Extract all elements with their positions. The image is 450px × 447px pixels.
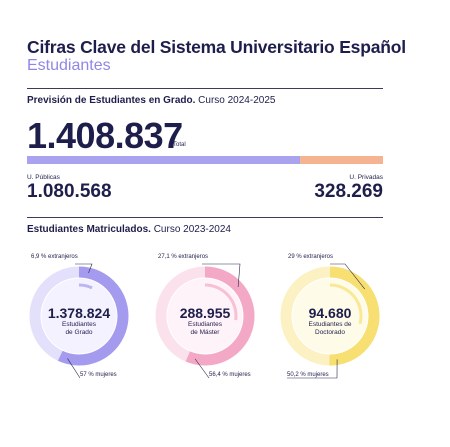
page-title: Cifras Clave del Sistema Universitario E… [27,37,406,57]
grado-women-annotation: 57 % mujeres [80,372,117,378]
forecast-heading-bold: Previsión de Estudiantes en Grado. [27,95,196,106]
master-foreign-annotation: 27,1 % extranjeros [158,254,209,260]
master-caption: Estudiantes de Máster [165,321,245,337]
public-value: 1.080.568 [27,181,112,202]
enrolled-heading-bold: Estudiantes Matriculados. [27,224,151,235]
private-label: U. Privadas [349,174,383,181]
grado-women-leader [67,358,81,379]
total-students-value: 1.408.837 [27,115,183,156]
grado-caption-line2: de Grado [65,329,93,336]
forecast-heading: Previsión de Estudiantes en Grado. Curso… [27,95,275,106]
doctorado-foreign-annotation: 29 % extranjeros [288,254,334,260]
doctorado-donut-center [292,278,368,354]
public-bar-segment [27,156,301,164]
master-caption-line1: Estudiantes [188,321,222,328]
doctorado-foreign-arc [329,283,363,325]
grado-caption: Estudiantes de Grado [39,321,119,337]
grado-value: 1.378.824 [47,305,111,321]
doctorado-women-annotation: 50,2 % mujeres [287,372,329,378]
doctorado-caption-line1: Estudiantes de [308,321,352,328]
grado-foreign-arc [78,283,93,290]
master-donut-center [167,278,243,354]
section-divider [27,217,383,218]
public-label: U. Públicas [27,174,60,181]
public-private-bar [27,156,383,164]
master-women-annotation: 56,4 % mujeres [209,372,251,378]
private-bar-segment [300,156,383,164]
master-foreign-leader [202,263,241,288]
section-divider [27,88,383,89]
grado-donut-center [41,278,117,354]
grado-foreign-annotation: 6,9 % extranjeros [31,254,78,260]
grado-caption-line1: Estudiantes [62,321,96,328]
doctorado-women-arc [329,266,380,366]
grado-foreign-leader [75,263,93,274]
doctorado-women-leader [287,359,338,379]
master-value: 288.955 [179,305,231,321]
forecast-heading-rest: Curso 2024-2025 [195,95,276,106]
enrolled-heading: Estudiantes Matriculados. Curso 2023-202… [27,224,231,235]
grado-women-arc [57,266,129,366]
master-women-arc [185,266,255,366]
enrolled-heading-rest: Curso 2023-2024 [150,224,231,235]
master-foreign-arc [204,283,238,321]
private-value: 328.269 [314,181,383,202]
doctorado-foreign-leader [330,263,366,290]
master-women-leader [194,358,210,379]
page-subtitle: Estudiantes [27,57,111,74]
doctorado-caption: Estudiantes de Doctorado [290,321,370,337]
doctorado-caption-line2: Doctorado [315,329,345,336]
master-caption-line2: de Máster [190,329,220,336]
total-label: Total [173,142,186,148]
doctorado-value: 94.680 [308,305,352,321]
